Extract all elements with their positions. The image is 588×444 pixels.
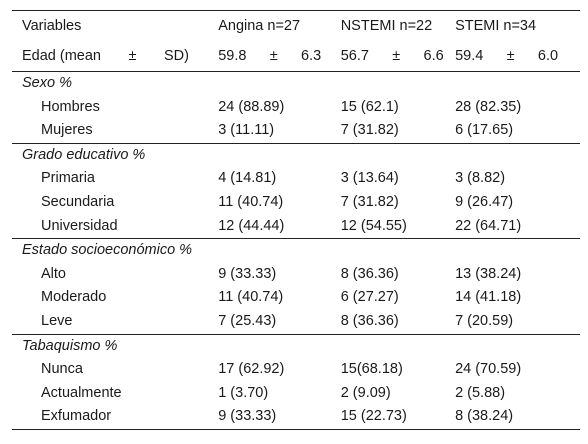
- cell-angina: 11 (40.74): [218, 289, 284, 306]
- cell-stemi: 22 (64.71): [455, 217, 522, 234]
- age-nstemi-mean: 56.7: [340, 48, 369, 64]
- header-angina: Angina n=27: [218, 10, 341, 41]
- cell-angina: 4 (14.81): [218, 170, 277, 187]
- cell-nstemi: 12 (54.55): [340, 217, 407, 234]
- age-label-sd: SD): [164, 48, 189, 64]
- cell-stemi: 8 (38.24): [455, 405, 580, 430]
- age-stemi-pm: ±: [506, 48, 515, 64]
- header-variables: Variables: [12, 10, 219, 41]
- cell-angina: 7 (25.43): [218, 312, 277, 329]
- cell-nstemi: 15 (22.73): [340, 405, 456, 430]
- cell-stemi: 2 (5.88): [455, 384, 506, 401]
- age-nstemi-sd: 6.6: [423, 48, 444, 64]
- section-header-row: Tabaquismo %: [12, 333, 580, 359]
- table-row: Mujeres 3 (11.11) 7 (31.82) 6 (17.65): [12, 119, 580, 143]
- age-angina-pm: ±: [269, 48, 278, 64]
- cell-stemi: 9 (26.47): [455, 193, 514, 210]
- row-label: Primaria: [41, 170, 95, 187]
- age-stemi-mean: 59.4: [455, 48, 484, 64]
- section-header-row: Sexo %: [12, 70, 580, 96]
- section-header-row: Grado educativo %: [12, 142, 580, 168]
- section-header-row: Estado socioeconómico %: [12, 238, 580, 263]
- cell-nstemi: 7 (31.82): [340, 122, 399, 139]
- cell-nstemi: 6 (27.27): [340, 289, 399, 306]
- row-label: Universidad: [41, 217, 118, 234]
- row-label: Nunca: [41, 361, 83, 378]
- cell-nstemi: 3 (13.64): [340, 170, 399, 187]
- row-label: Hombres: [41, 98, 100, 115]
- cell-stemi: 3 (8.82): [455, 170, 506, 187]
- row-label: Exfumador: [12, 405, 219, 430]
- age-stemi: 59.4 ± 6.0: [455, 41, 580, 72]
- cell-stemi: 13 (38.24): [455, 265, 522, 282]
- table-row: Nunca 17 (62.92) 15(68.18) 24 (70.59): [12, 358, 580, 382]
- section-title: Grado educativo %: [12, 142, 580, 168]
- age-angina: 59.8 ± 6.3: [218, 41, 341, 72]
- row-label: Mujeres: [41, 122, 93, 139]
- table-row: Actualmente 1 (3.70) 2 (9.09) 2 (5.88): [12, 382, 580, 406]
- header-row: Variables Angina n=27 NSTEMI n=22 STEMI …: [12, 10, 580, 41]
- cell-stemi: 28 (82.35): [455, 98, 522, 115]
- table-row: Secundaria 11 (40.74) 7 (31.82) 9 (26.47): [12, 191, 580, 215]
- cell-stemi: 14 (41.18): [455, 289, 522, 306]
- age-label-pm: ±: [128, 48, 137, 64]
- cell-stemi: 6 (17.65): [455, 122, 514, 139]
- cell-stemi: 7 (20.59): [455, 312, 514, 329]
- cell-angina: 17 (62.92): [218, 361, 285, 378]
- table-row: Primaria 4 (14.81) 3 (13.64) 3 (8.82): [12, 167, 580, 191]
- header-nstemi: NSTEMI n=22: [340, 10, 456, 41]
- cell-stemi: 24 (70.59): [455, 361, 522, 378]
- table-body: Variables Angina n=27 NSTEMI n=22 STEMI …: [12, 10, 580, 430]
- row-label: Secundaria: [41, 193, 115, 210]
- cell-angina: 12 (44.44): [218, 217, 285, 234]
- cell-nstemi: 8 (36.36): [340, 265, 399, 282]
- cell-nstemi: 7 (31.82): [340, 193, 399, 210]
- age-angina-mean: 59.8: [218, 48, 247, 64]
- table-row: Hombres 24 (88.89) 15 (62.1) 28 (82.35): [12, 96, 580, 120]
- age-label-mean: Edad (mean: [22, 48, 101, 64]
- age-nstemi-pm: ±: [392, 48, 401, 64]
- section-title: Sexo %: [12, 70, 580, 96]
- demographics-table: Variables Angina n=27 NSTEMI n=22 STEMI …: [12, 10, 580, 430]
- section-title: Estado socioeconómico %: [12, 238, 580, 263]
- age-nstemi: 56.7 ± 6.6: [340, 41, 456, 72]
- table-row: Alto 9 (33.33) 8 (36.36) 13 (38.24): [12, 263, 580, 287]
- age-label: Edad (mean ± SD): [12, 41, 219, 72]
- cell-nstemi: 15 (62.1): [340, 98, 399, 115]
- row-label: Leve: [41, 312, 73, 329]
- row-label: Moderado: [41, 289, 107, 306]
- row-label: Actualmente: [41, 384, 122, 401]
- header-stemi: STEMI n=34: [455, 10, 580, 41]
- cell-nstemi: 8 (36.36): [340, 312, 399, 329]
- table-row: Leve 7 (25.43) 8 (36.36) 7 (20.59): [12, 310, 580, 334]
- cell-angina: 3 (11.11): [218, 122, 275, 139]
- cell-angina: 9 (33.33): [218, 405, 341, 430]
- table-row: Universidad 12 (44.44) 12 (54.55) 22 (64.71…: [12, 215, 580, 239]
- cell-angina: 9 (33.33): [218, 265, 277, 282]
- table-row: Exfumador 9 (33.33) 15 (22.73) 8 (38.24): [12, 405, 580, 430]
- cell-angina: 1 (3.70): [218, 384, 269, 401]
- cell-angina: 24 (88.89): [218, 98, 285, 115]
- age-angina-sd: 6.3: [301, 48, 322, 64]
- age-stemi-sd: 6.0: [537, 48, 559, 64]
- age-row: Edad (mean ± SD) 59.8 ± 6.3 56.7 ± 6.6: [12, 41, 580, 72]
- row-label: Alto: [41, 265, 66, 282]
- cell-nstemi: 15(68.18): [340, 361, 403, 378]
- cell-nstemi: 2 (9.09): [340, 384, 391, 401]
- section-title: Tabaquismo %: [12, 333, 580, 359]
- cell-angina: 11 (40.74): [218, 193, 284, 210]
- table-row: Moderado 11 (40.74) 6 (27.27) 14 (41.18): [12, 286, 580, 310]
